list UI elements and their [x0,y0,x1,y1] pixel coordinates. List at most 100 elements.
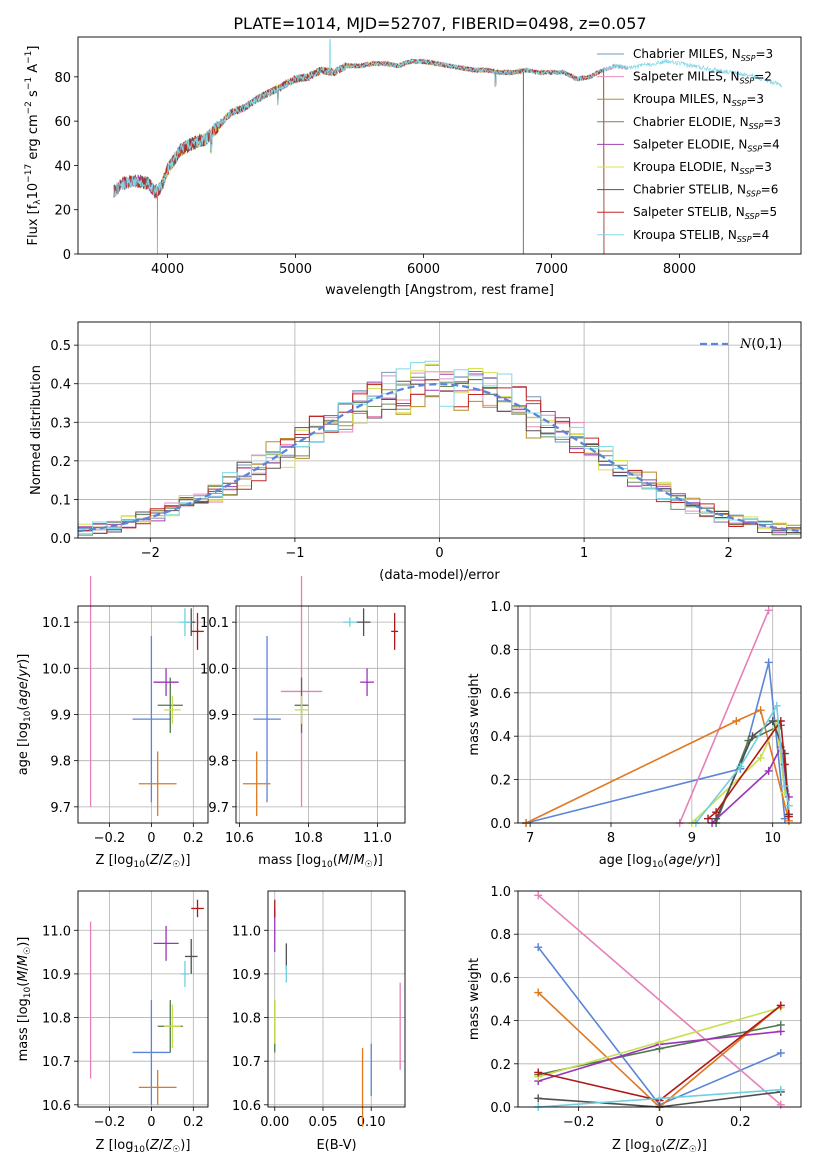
legend-entry: Kroupa MILES, NSSP=3 [633,92,764,108]
axes-frame [77,605,209,824]
error-bar-point [132,1000,171,1105]
y-tick-label: 10.8 [42,1012,71,1027]
legend-entry: Chabrier MILES, NSSP=3 [633,47,773,63]
y-tick-label: 0.1 [50,493,71,508]
y-tick-label: 10.1 [42,616,71,631]
x-tick-label: 0.05 [309,1115,338,1130]
y-tick-label: 11.0 [42,924,71,939]
y-tick-label: 0.6 [490,687,511,702]
data-point-marker [776,1049,785,1057]
data-point-marker [780,814,789,823]
age-vs-metallicity-panel: −0.2 0 0.2 9.7 9.8 9.9 10.0 10.1 Z [log10(Z/Z☉)]… [16,575,209,870]
legend-entry: Chabrier STELIB, NSSP=6 [633,183,778,199]
legend-entry: Kroupa ELODIE, NSSP=3 [633,160,772,176]
y-tick-label: 60 [54,115,71,130]
x-axis-label: mass [log10(M/M☉)] [258,853,383,870]
x-axis-label: age [log10(age/yr)] [599,853,721,870]
x-tick-label: 0.2 [183,831,204,846]
y-axis-label: mass weight [467,958,482,1040]
x-tick-label: 0.10 [357,1115,386,1130]
error-bar-point [153,668,179,697]
normal-reference-curve [77,382,802,533]
data-point-marker [655,1094,664,1103]
x-tick-label: −0.2 [94,1115,126,1130]
x-tick-label: 1 [580,546,588,561]
y-tick-label: 0.0 [50,532,71,547]
spectrum-legend: Chabrier MILES, NSSP=3 Salpeter MILES, NS… [597,47,781,244]
y-tick-label: 0.3 [50,416,71,431]
x-tick-label: −0.2 [94,831,126,846]
y-axis-label: Flux [fλ10−17 erg cm−2 s−1 A−1] [24,46,43,246]
error-bar-point [163,696,181,724]
y-tick-label: 9.7 [50,801,71,816]
axes-frame [517,605,802,824]
spectrum-series-line [113,58,605,254]
data-point-marker [534,943,543,952]
spectrum-series-line [113,38,783,197]
x-tick-label: 4000 [151,262,184,277]
error-bar-point [138,751,177,817]
mass-weight-series-line [537,894,782,1106]
x-tick-label: 6000 [407,262,440,277]
x-tick-label: 0.2 [730,1115,751,1130]
x-tick-label: −0.2 [563,1115,595,1130]
histogram-series-line [78,360,801,535]
y-tick-label: 11.0 [232,924,261,939]
error-bar-point [294,696,309,724]
data-point-marker [732,717,741,726]
y-tick-label: 10.9 [232,968,261,983]
legend-entry: Salpeter STELIB, NSSP=5 [633,205,777,221]
mass-weight-series-line [678,609,770,824]
x-tick-label: 7000 [535,262,568,277]
x-tick-label: 5000 [279,262,312,277]
spectrum-panel: 4000 5000 6000 7000 8000 0 20 40 60 80 Chabrier MI… [24,36,802,298]
y-tick-label: 0.4 [490,1015,511,1030]
x-tick-label: 2 [725,546,733,561]
error-bar-point [191,612,204,650]
data-point-marker [748,732,757,741]
legend-entry: Kroupa STELIB, NSSP=4 [633,228,769,244]
data-point-marker [534,1094,543,1103]
error-bar-point [360,668,374,697]
x-tick-label: 8 [607,831,615,846]
error-bar-point [178,608,192,637]
data-point-marker [764,658,773,667]
error-bar-point [391,612,399,650]
axes-frame [77,890,209,1108]
error-bar-point [163,1004,181,1049]
y-tick-label: 0.8 [490,928,511,943]
error-bar-point [157,677,183,733]
x-tick-label: 0.00 [260,1115,289,1130]
y-tick-label: 10.6 [232,1099,261,1114]
error-bar-point [184,939,198,974]
mass-weight-vs-metallicity-panel: −0.2 0 0.2 0.0 0.2 0.4 0.6 0.8 1.0 mass weight Z [… [467,885,802,1155]
data-point-marker [784,801,793,810]
x-tick-label: 11.0 [363,831,392,846]
x-tick-label: 7 [526,831,534,846]
y-tick-label: 10.8 [232,1012,261,1027]
data-point-marker [655,1038,664,1047]
x-tick-label: 9 [688,831,696,846]
legend-entry: Chabrier ELODIE, NSSP=3 [633,115,781,131]
x-axis-label: Z [log10(Z/Z☉)] [612,1138,707,1155]
data-point-marker [704,814,713,823]
spectrum-series-line [113,59,605,254]
y-tick-label: 10.1 [200,616,229,631]
y-tick-label: 0.4 [50,378,71,393]
mass-weight-series-line [525,662,786,824]
data-point-marker [712,808,721,817]
y-axis-label: Normed distribution [29,365,44,495]
x-tick-label: 0 [147,1115,155,1130]
x-tick-label: 0 [147,831,155,846]
y-tick-label: 80 [54,71,71,86]
y-tick-label: 0.5 [50,339,71,354]
y-tick-label: 9.8 [208,755,229,770]
x-axis-label: wavelength [Angstrom, rest frame] [325,283,554,298]
y-tick-label: 10.0 [200,662,229,677]
y-axis-label: mass [log10(M/M☉)] [16,937,33,1062]
x-tick-label: 10.6 [225,831,254,846]
spectrum-series-line [113,58,629,198]
mass-vs-extinction-panel: 0.00 0.05 0.10 10.6 10.7 10.8 10.9 11.0 E(B-V) [232,890,406,1153]
data-point-marker [768,717,777,726]
